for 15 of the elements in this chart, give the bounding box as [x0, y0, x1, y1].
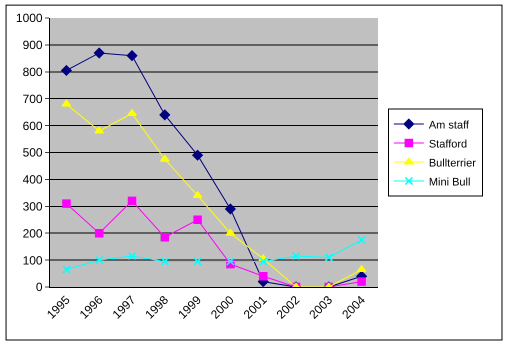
y-tick-label: 300 [22, 200, 43, 214]
y-tick-label: 400 [22, 172, 43, 187]
legend-label: Am staff [428, 119, 470, 132]
y-tick-label: 600 [22, 118, 43, 133]
y-tick-label: 700 [22, 92, 43, 106]
y-tick-label: 900 [22, 38, 43, 52]
y-tick-label: 500 [22, 146, 43, 160]
y-tick-label: 800 [22, 65, 43, 79]
y-tick-label: 100 [22, 253, 43, 268]
y-tick-label: 1000 [16, 11, 43, 26]
y-tick-label: 0 [36, 280, 43, 294]
y-tick-label: 200 [22, 226, 43, 240]
legend-label: Mini Bull [428, 176, 470, 188]
legend-label: Stafford [428, 138, 468, 150]
legend-label: Bullterrier [428, 157, 476, 170]
